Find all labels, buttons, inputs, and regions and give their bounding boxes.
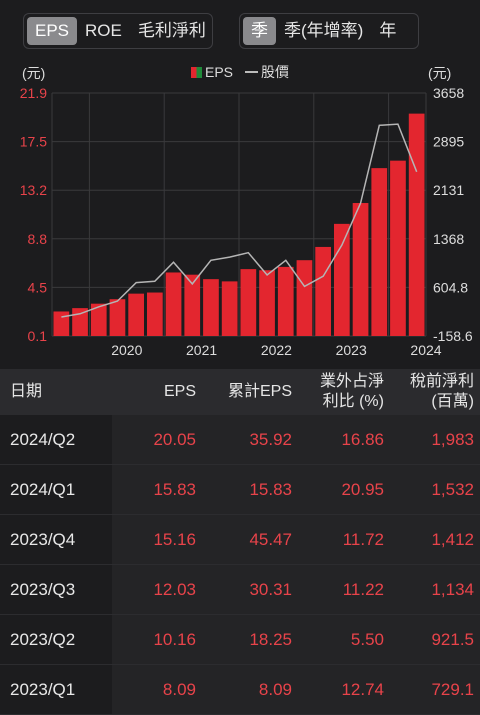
legend-eps-label: EPS [204,64,233,80]
tab-eps[interactable]: EPS [27,17,78,45]
row-cum-eps: 45.47 [204,515,298,564]
tab-year[interactable]: 年 [379,21,397,40]
row-eps: 8.09 [112,665,204,714]
row-eps: 12.03 [112,565,204,614]
eps-bar [221,281,238,336]
table-row[interactable]: 2023/Q4 15.16 45.47 11.72 1,412 [0,515,480,565]
eps-bar [184,274,201,336]
right-tick-label: 2895 [433,134,464,150]
header-cum-eps: 累計EPS [227,383,292,400]
row-nonop-ratio: 12.74 [298,665,390,714]
row-pretax: 1,532 [390,465,480,514]
row-date: 2024/Q1 [0,465,112,514]
right-tick-label: 2131 [433,182,464,198]
right-axis-unit: (元) [428,65,452,81]
row-nonop-ratio: 16.86 [298,415,390,464]
metric-tabs: EPS ROE 毛利淨利 [23,13,213,49]
row-nonop-ratio: 11.72 [298,515,390,564]
eps-bar [334,223,350,336]
eps-bar [203,279,219,336]
row-pretax: 921.5 [390,615,480,664]
row-date: 2023/Q1 [0,665,112,714]
period-tabs: 季 季(年增率) 年 [239,13,419,49]
left-tick-label: 17.5 [20,134,47,150]
chart-legend: EPS 股價 [0,62,480,82]
left-axis-unit: (元) [22,65,46,81]
row-pretax: 1,134 [390,565,480,614]
eps-bar [352,203,369,336]
header-nonop-ratio: 業外占淨 利比 (%) [319,373,384,410]
eps-table: 日期 EPS 累計EPS 業外占淨 利比 (%) 稅前淨利 (百萬) 2024/Q2… [0,369,480,715]
row-nonop-ratio: 20.95 [298,465,390,514]
row-eps: 10.16 [112,615,204,664]
eps-bar [128,293,144,336]
right-tick-label: -158.6 [433,328,473,344]
eps-bar [90,303,107,336]
row-cum-eps: 30.31 [204,565,298,614]
legend-price-label: 股價 [261,64,289,80]
row-pretax: 729.1 [390,665,480,714]
tab-quarter-yoy[interactable]: 季(年增率) [284,21,364,40]
eps-bar [408,113,425,337]
eps-bar [277,266,294,336]
right-tick-label: 3658 [433,85,464,101]
table-row[interactable]: 2023/Q1 8.09 8.09 12.74 729.1 [0,665,480,715]
row-cum-eps: 18.25 [204,615,298,664]
eps-bar [147,292,163,336]
left-tick-label: 21.9 [20,85,47,101]
row-nonop-ratio: 11.22 [298,565,390,614]
eps-bar [296,260,313,336]
x-tick-label: 2022 [261,342,292,358]
eps-bar [53,311,70,336]
x-tick-label: 2023 [336,342,367,358]
x-tick-label: 2020 [111,342,142,358]
left-tick-label: 13.2 [20,182,47,198]
row-cum-eps: 35.92 [204,415,298,464]
row-date: 2024/Q2 [0,415,112,464]
header-pretax: 稅前淨利 (百萬) [409,373,474,410]
row-eps: 15.83 [112,465,204,514]
table-row[interactable]: 2023/Q3 12.03 30.31 11.22 1,134 [0,565,480,615]
tab-quarter[interactable]: 季 [243,17,276,45]
price-legend-line [245,71,258,73]
eps-bar [390,160,406,336]
x-tick-label: 2021 [186,342,217,358]
eps-chart: 21.9 3658 17.5 2895 13.2 2131 8.8 1368 4.5 604.8 0… [20,85,473,358]
eps-bar [259,270,275,336]
row-eps: 15.16 [112,515,204,564]
tab-margin[interactable]: 毛利淨利 [137,21,206,40]
eps-bar [240,269,257,336]
table-row[interactable]: 2024/Q2 20.05 35.92 16.86 1,983 [0,415,480,465]
row-date: 2023/Q4 [0,515,112,564]
left-tick-label: 0.1 [28,328,48,344]
header-date: 日期 [10,383,43,400]
table-row[interactable]: 2024/Q1 15.83 15.83 20.95 1,532 [0,465,480,515]
price-line [61,123,418,318]
table-header: 日期 EPS 累計EPS 業外占淨 利比 (%) 稅前淨利 (百萬) [0,369,480,415]
row-nonop-ratio: 5.50 [298,615,390,664]
eps-legend-swatch [190,67,202,78]
eps-bar [165,272,182,336]
left-tick-label: 4.5 [28,279,48,295]
row-date: 2023/Q2 [0,615,112,664]
eps-bar [109,299,126,336]
left-tick-label: 8.8 [28,231,48,247]
x-tick-label: 2024 [410,342,441,358]
header-eps: EPS [163,383,196,400]
row-date: 2023/Q3 [0,565,112,614]
row-eps: 20.05 [112,415,204,464]
row-cum-eps: 8.09 [204,665,298,714]
table-body: 2024/Q2 20.05 35.92 16.86 1,983 2024/Q1 15.83 1… [0,415,480,715]
right-tick-label: 1368 [433,231,464,247]
right-tick-label: 604.8 [433,279,468,295]
row-pretax: 1,983 [390,415,480,464]
tab-roe[interactable]: ROE [85,21,122,40]
table-row[interactable]: 2023/Q2 10.16 18.25 5.50 921.5 [0,615,480,665]
row-pretax: 1,412 [390,515,480,564]
eps-bar [371,168,388,336]
eps-bar [315,246,331,336]
row-cum-eps: 15.83 [204,465,298,514]
